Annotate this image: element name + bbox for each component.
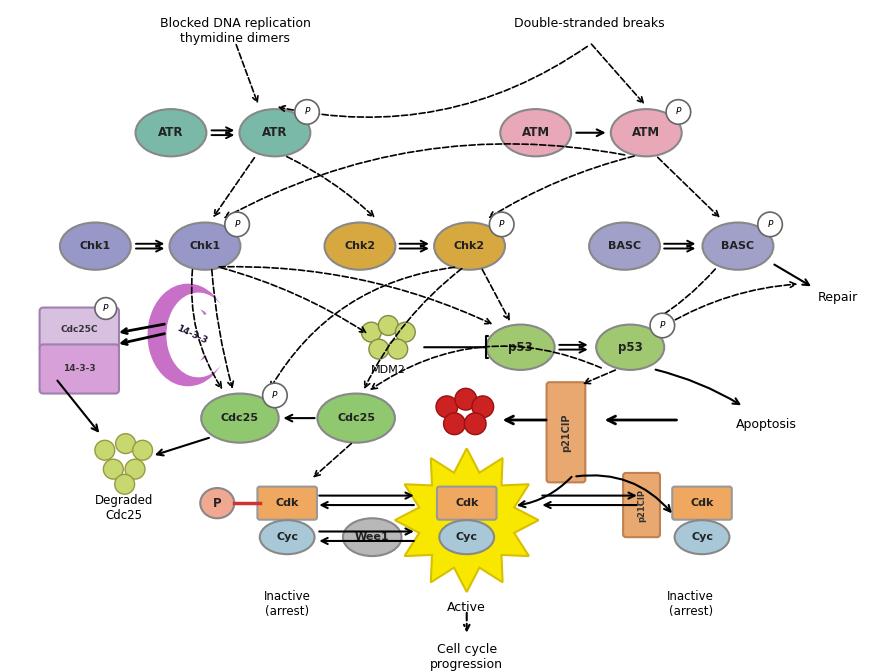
Circle shape	[464, 413, 486, 435]
Circle shape	[369, 340, 388, 359]
Circle shape	[666, 100, 690, 124]
Text: Degraded
Cdc25: Degraded Cdc25	[95, 494, 153, 522]
Text: p21CIP: p21CIP	[637, 488, 645, 521]
Text: Cdc25C: Cdc25C	[61, 325, 98, 333]
Text: BASC: BASC	[608, 241, 640, 251]
Text: P: P	[103, 304, 108, 313]
Text: Cyc: Cyc	[276, 532, 298, 542]
Circle shape	[757, 212, 781, 237]
Ellipse shape	[439, 520, 493, 554]
Text: Cdk: Cdk	[275, 498, 299, 508]
Text: ATM: ATM	[521, 126, 549, 140]
Ellipse shape	[201, 394, 278, 443]
Circle shape	[263, 383, 287, 408]
Ellipse shape	[486, 325, 554, 370]
Circle shape	[455, 389, 476, 410]
Circle shape	[387, 340, 407, 359]
FancyBboxPatch shape	[436, 486, 496, 520]
Text: 14-3-3: 14-3-3	[63, 364, 96, 374]
Text: P: P	[499, 220, 504, 229]
FancyBboxPatch shape	[257, 486, 317, 520]
Text: P: P	[675, 107, 680, 117]
Ellipse shape	[342, 518, 401, 556]
Text: Chk2: Chk2	[344, 241, 375, 251]
Text: Chk1: Chk1	[80, 241, 111, 251]
Text: Cdc25: Cdc25	[337, 413, 375, 423]
Circle shape	[471, 396, 493, 417]
Text: Wee1: Wee1	[355, 532, 389, 542]
Ellipse shape	[200, 488, 234, 518]
Ellipse shape	[588, 223, 659, 270]
Ellipse shape	[324, 223, 395, 270]
Text: 14-3-3: 14-3-3	[175, 324, 208, 346]
Ellipse shape	[610, 109, 681, 156]
Ellipse shape	[702, 223, 773, 270]
Text: Inactive
(arrest): Inactive (arrest)	[263, 590, 310, 618]
Text: Inactive
(arrest): Inactive (arrest)	[666, 590, 713, 618]
Text: Cdk: Cdk	[455, 498, 478, 508]
Text: Cell cycle
progression: Cell cycle progression	[429, 643, 502, 671]
Text: Double-stranded breaks: Double-stranded breaks	[514, 17, 664, 30]
Ellipse shape	[500, 109, 571, 156]
Ellipse shape	[60, 223, 131, 270]
Circle shape	[225, 212, 249, 237]
Circle shape	[395, 322, 414, 342]
FancyBboxPatch shape	[546, 382, 585, 482]
Text: p53: p53	[617, 341, 642, 354]
Text: BASC: BASC	[721, 241, 753, 251]
Text: Cdk: Cdk	[689, 498, 713, 508]
Circle shape	[133, 440, 153, 460]
Text: Active: Active	[447, 601, 486, 615]
Text: p21CIP: p21CIP	[560, 413, 571, 452]
Text: Chk2: Chk2	[453, 241, 485, 251]
Text: P: P	[212, 497, 221, 510]
Ellipse shape	[260, 520, 314, 554]
Text: Cyc: Cyc	[455, 532, 477, 542]
Circle shape	[115, 474, 134, 494]
Circle shape	[378, 315, 398, 336]
Ellipse shape	[673, 520, 729, 554]
Text: Repair: Repair	[817, 291, 857, 305]
Circle shape	[95, 298, 117, 319]
Text: ATM: ATM	[631, 126, 659, 140]
FancyBboxPatch shape	[672, 486, 731, 520]
Circle shape	[435, 396, 457, 417]
Circle shape	[489, 212, 514, 237]
Text: P: P	[234, 220, 240, 229]
Circle shape	[443, 413, 464, 435]
Text: Cdc25: Cdc25	[220, 413, 259, 423]
Text: P: P	[272, 391, 277, 400]
Ellipse shape	[169, 223, 241, 270]
Circle shape	[104, 459, 123, 479]
Text: P: P	[304, 107, 309, 117]
Text: Chk1: Chk1	[189, 241, 220, 251]
Text: MDM2: MDM2	[371, 365, 406, 375]
Circle shape	[650, 313, 673, 338]
Text: P: P	[766, 220, 772, 229]
FancyBboxPatch shape	[40, 344, 119, 394]
Text: P: P	[658, 321, 665, 330]
Ellipse shape	[434, 223, 505, 270]
Text: ATR: ATR	[262, 126, 287, 140]
Circle shape	[95, 440, 115, 460]
Ellipse shape	[239, 109, 310, 156]
Circle shape	[125, 459, 145, 479]
Ellipse shape	[317, 394, 394, 443]
Text: Blocked DNA replication
thymidine dimers: Blocked DNA replication thymidine dimers	[160, 17, 310, 44]
Polygon shape	[394, 448, 538, 592]
Text: ATR: ATR	[158, 126, 184, 140]
FancyBboxPatch shape	[623, 473, 659, 537]
Text: p53: p53	[507, 341, 532, 354]
Ellipse shape	[135, 109, 206, 156]
Text: Cyc: Cyc	[690, 532, 712, 542]
FancyBboxPatch shape	[40, 307, 119, 351]
Circle shape	[361, 322, 381, 342]
Text: Apoptosis: Apoptosis	[735, 418, 796, 431]
Ellipse shape	[595, 325, 664, 370]
Circle shape	[294, 100, 319, 124]
Circle shape	[116, 433, 135, 454]
